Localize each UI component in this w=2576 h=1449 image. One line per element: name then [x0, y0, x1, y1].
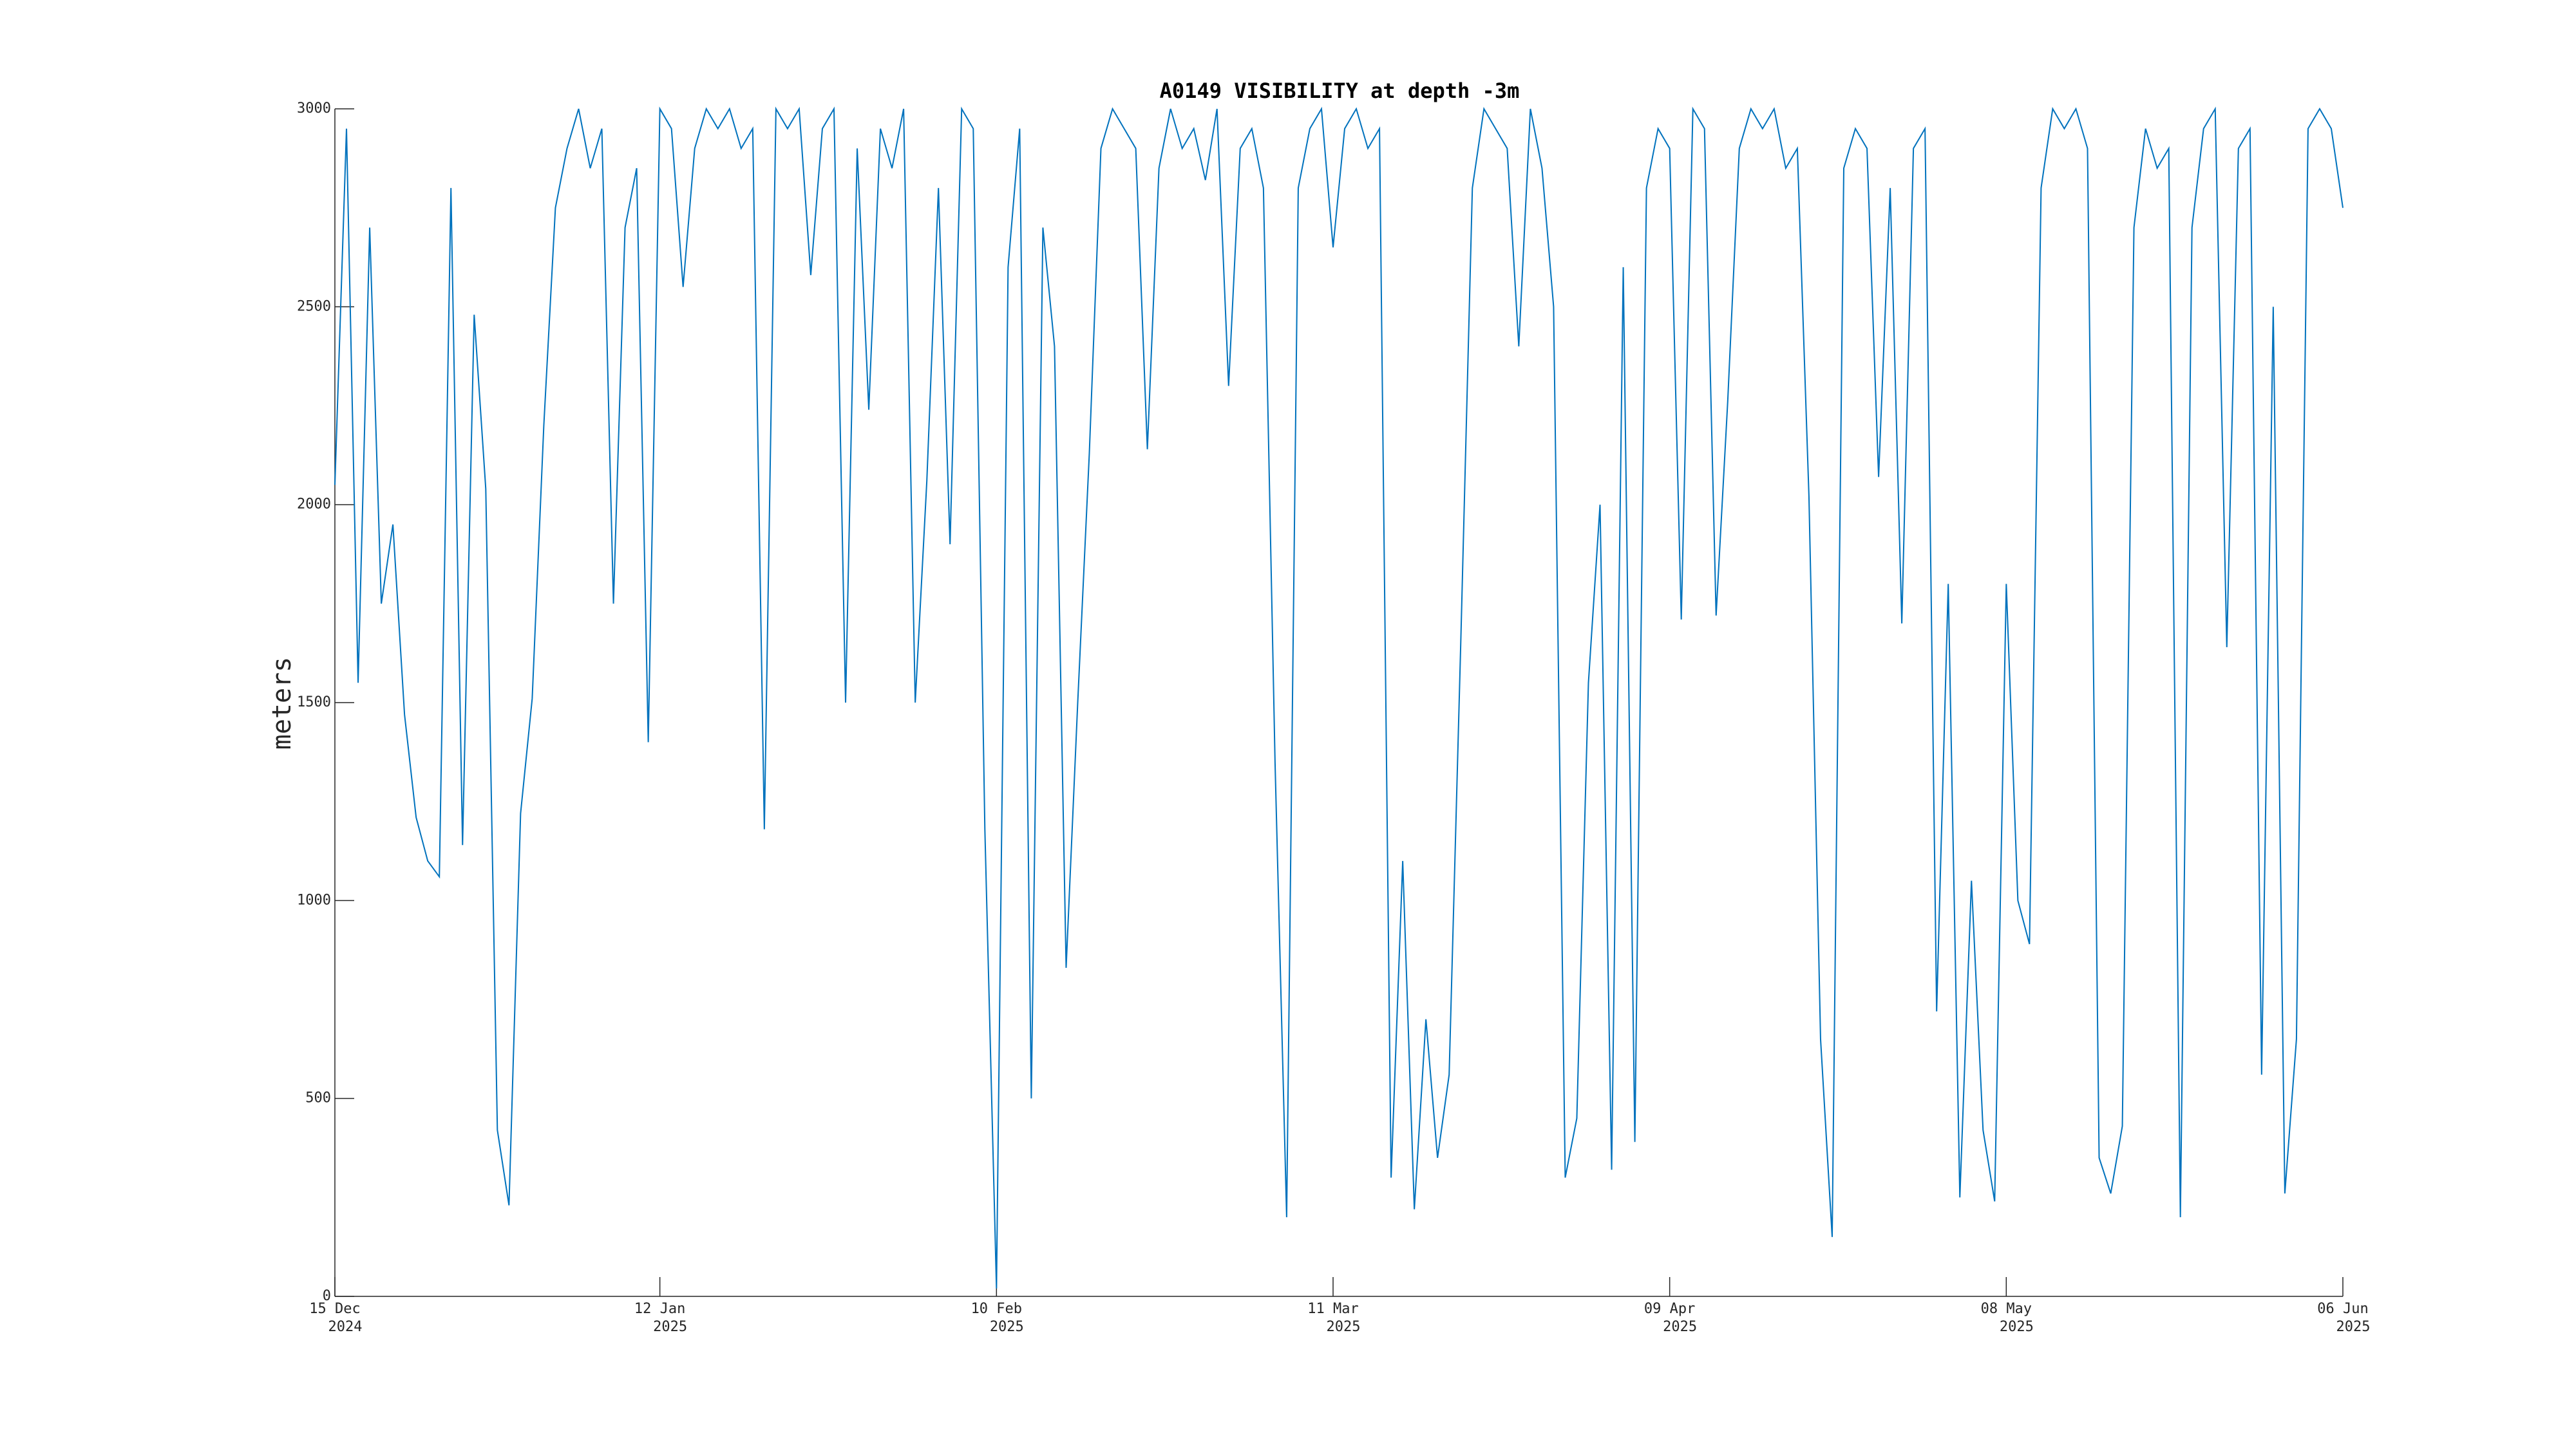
x-tick-label: 2025 [1326, 1319, 1360, 1335]
x-tick-label: 11 Mar [1307, 1301, 1358, 1317]
y-tick-label: 2500 [297, 298, 331, 314]
x-tick-label: 2025 [1663, 1319, 1697, 1335]
x-tick-label: 2025 [990, 1319, 1024, 1335]
y-tick-label: 3000 [297, 100, 331, 117]
y-tick-label: 1000 [297, 892, 331, 908]
x-tick-label: 09 Apr [1644, 1301, 1695, 1317]
x-tick-label: 2025 [2336, 1319, 2371, 1335]
x-tick-label: 2024 [328, 1319, 363, 1335]
chart-title: A0149 VISIBILITY at depth -3m [1160, 79, 1520, 103]
x-tick-label: 10 Feb [971, 1301, 1022, 1317]
data-line [334, 106, 2344, 1289]
y-tick-label: 1500 [297, 694, 331, 710]
x-tick-label: 2025 [2000, 1319, 2034, 1335]
y-axis-label: meters [267, 657, 297, 750]
x-tick-label: 08 May [1981, 1301, 2032, 1317]
x-tick-label: 06 Jun [2317, 1301, 2368, 1317]
x-tick-label: 2025 [653, 1319, 687, 1335]
y-tick-label: 0 [323, 1288, 331, 1304]
x-tick-label: 12 Jan [634, 1301, 685, 1317]
x-tick-label: 15 Dec [309, 1301, 360, 1317]
y-tick-label: 500 [305, 1090, 331, 1106]
y-tick-label: 2000 [297, 497, 331, 513]
